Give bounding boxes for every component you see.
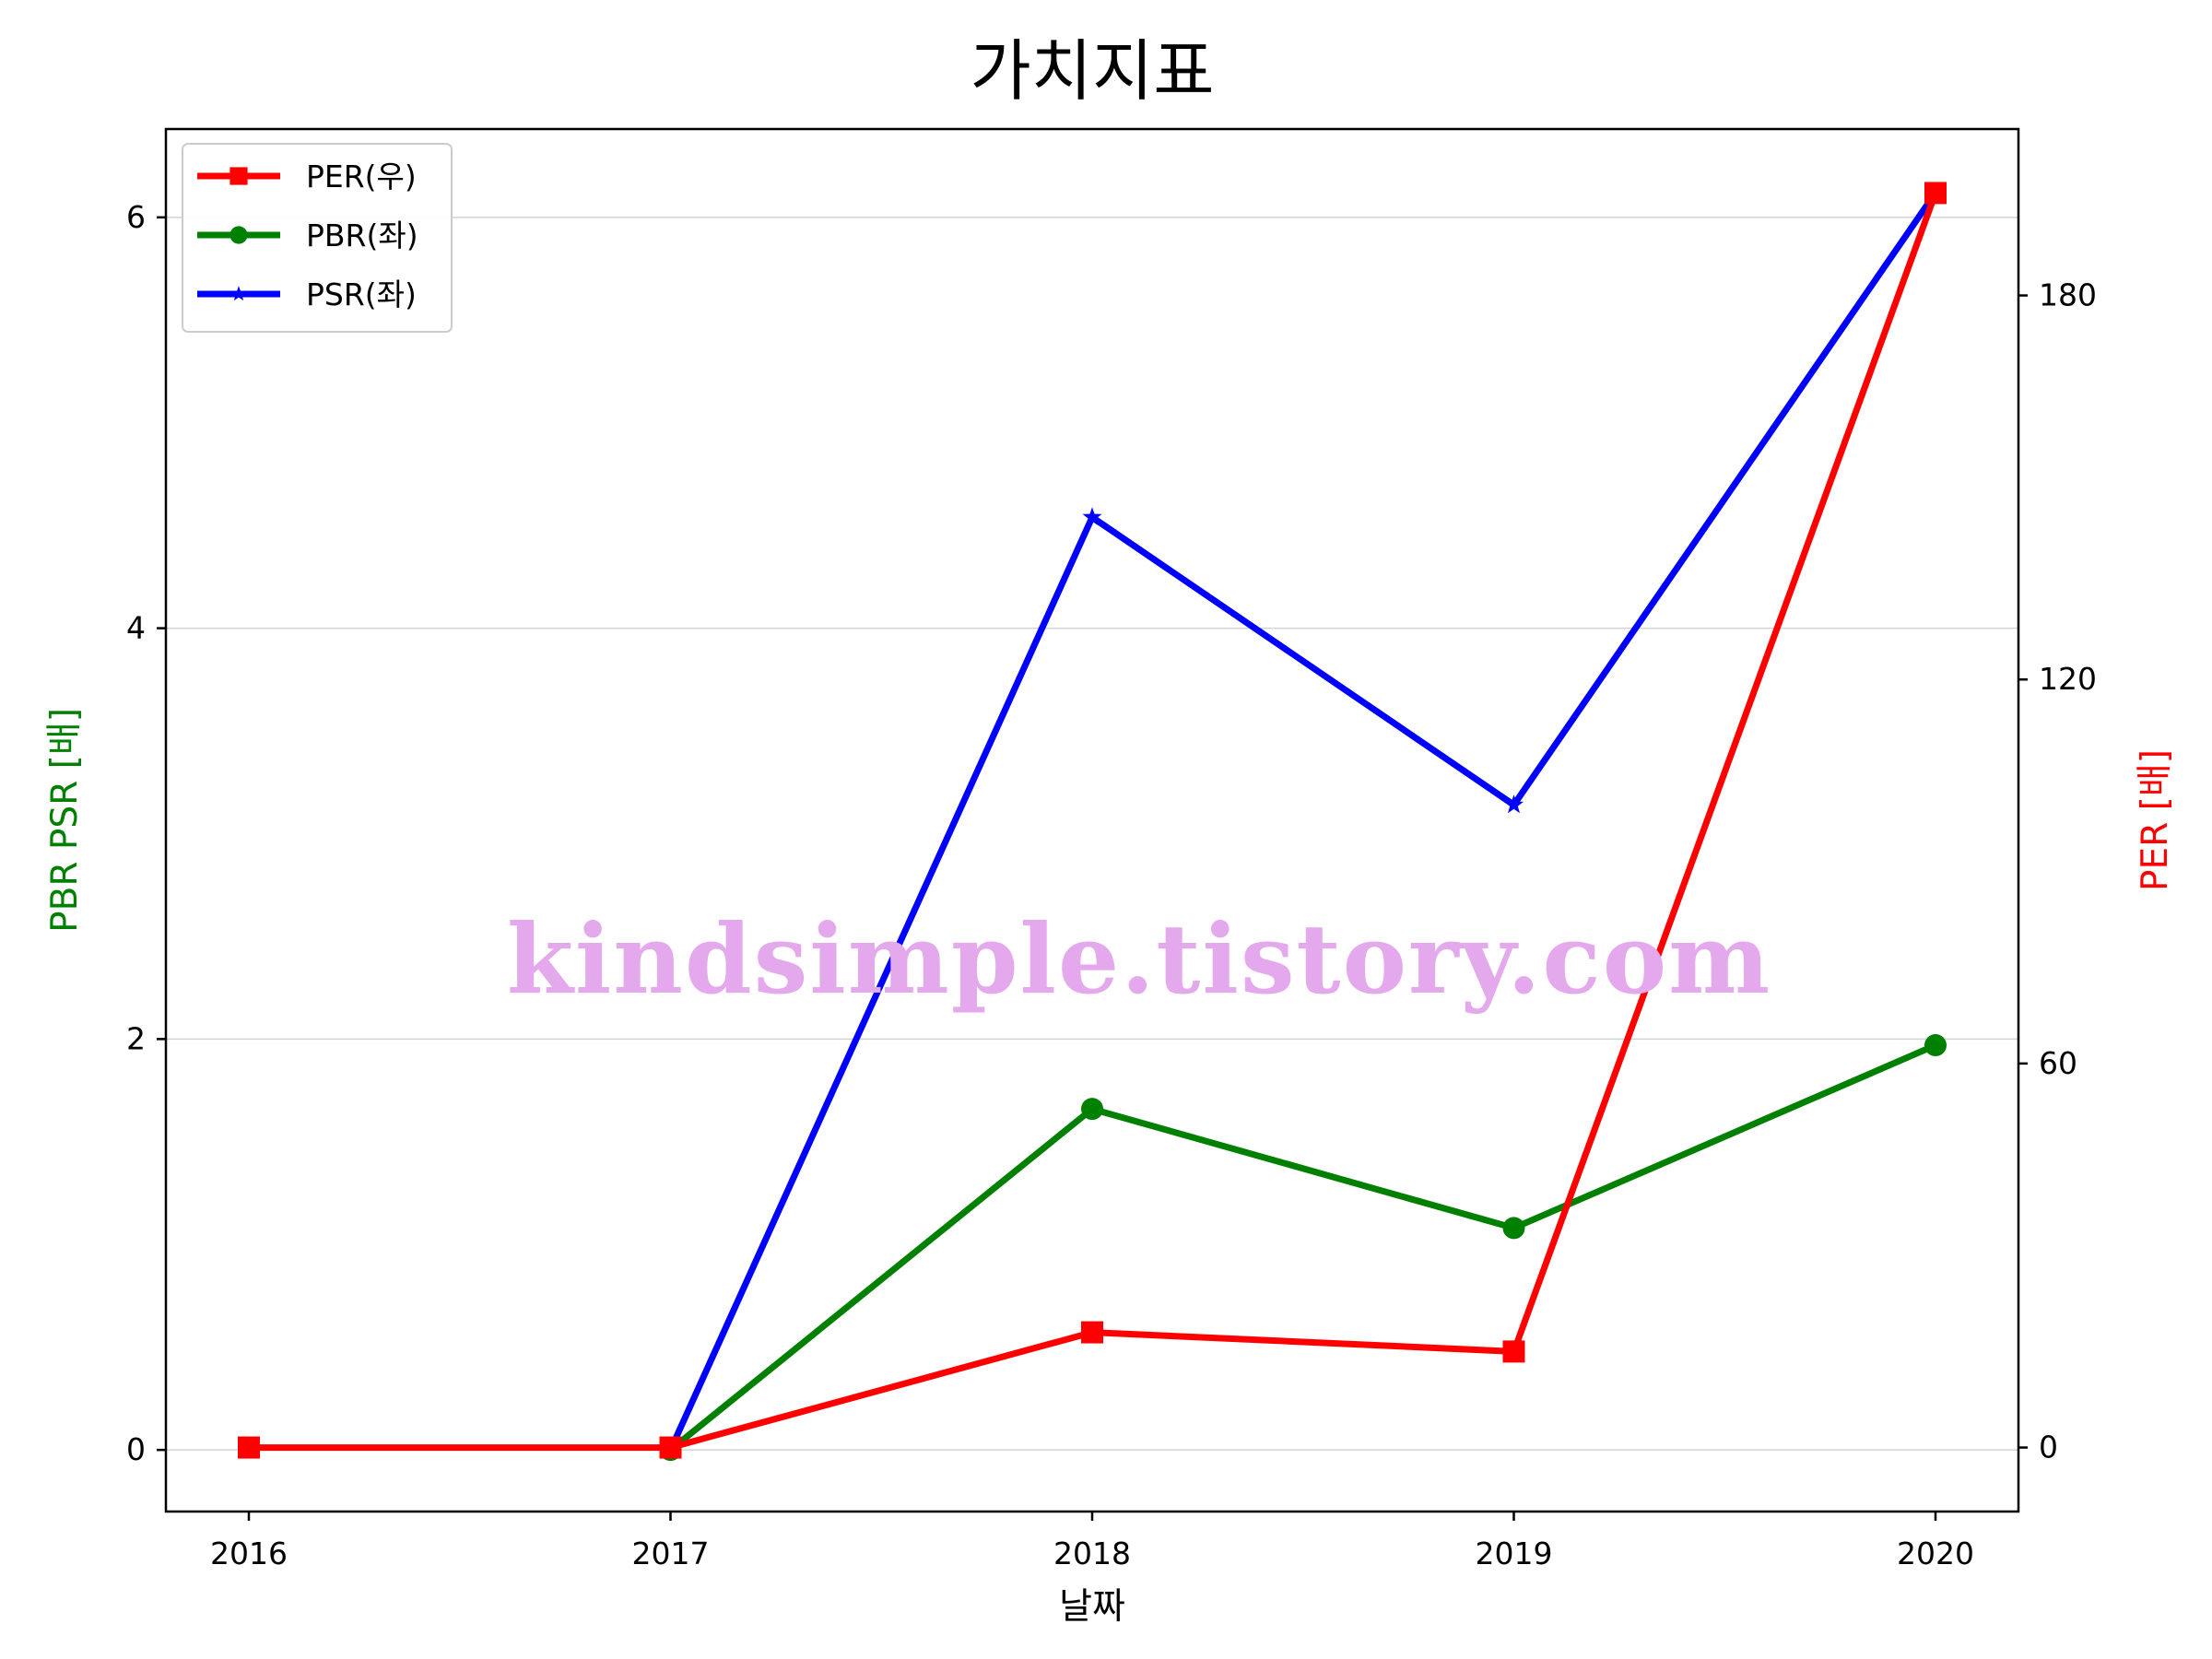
legend-label: PER(우): [306, 159, 417, 194]
series-line: [668, 1041, 1937, 1453]
data-point: [1082, 507, 1102, 526]
x-tick-label: 2020: [1897, 1535, 1974, 1571]
y-right-tick-label: 0: [2039, 1430, 2058, 1465]
chart-title: 가치지표: [971, 32, 1215, 110]
y-left-tick-label: 0: [126, 1431, 146, 1467]
y-left-tick-label: 4: [126, 610, 146, 646]
data-point: [1081, 1098, 1103, 1121]
legend-label: PSR(좌): [306, 276, 417, 312]
x-tick-label: 2016: [210, 1535, 288, 1571]
y-right-tick-label: 180: [2039, 277, 2097, 313]
legend-label: PBR(좌): [306, 218, 418, 253]
series-lines: [238, 182, 1947, 1462]
series-PER(우): [238, 182, 1947, 1459]
x-axis-label: 날짜: [1059, 1586, 1125, 1628]
legend-marker: [229, 167, 248, 185]
data-point: [238, 1436, 260, 1459]
y-left-tick-label: 2: [126, 1020, 146, 1056]
y-right-tick-label: 120: [2039, 661, 2097, 697]
x-tick-label: 2017: [632, 1535, 710, 1571]
data-point: [1081, 1321, 1103, 1344]
legend-frame: [182, 143, 453, 333]
data-point: [1924, 182, 1947, 205]
data-point: [1504, 794, 1524, 814]
data-point: [1924, 1034, 1947, 1057]
data-point: [1502, 1217, 1525, 1240]
data-point: [659, 1436, 682, 1459]
legend-marker: [229, 226, 248, 244]
y-axis-label-right: PER [배]: [2135, 749, 2176, 891]
data-point: [1502, 1340, 1525, 1363]
y-right-tick-label: 60: [2039, 1045, 2077, 1081]
y-left-tick-label: 6: [126, 199, 146, 235]
y-axis-label-left: PBR PSR [배]: [44, 708, 86, 933]
legend-marker: [230, 286, 247, 301]
legend: PER(우) PBR(좌) PSR(좌): [182, 143, 453, 333]
series-line: [667, 191, 1938, 1452]
x-tick-label: 2018: [1053, 1535, 1131, 1571]
watermark: kindsimple.tistory.com: [507, 902, 1771, 1016]
x-tick-label: 2019: [1476, 1535, 1553, 1571]
